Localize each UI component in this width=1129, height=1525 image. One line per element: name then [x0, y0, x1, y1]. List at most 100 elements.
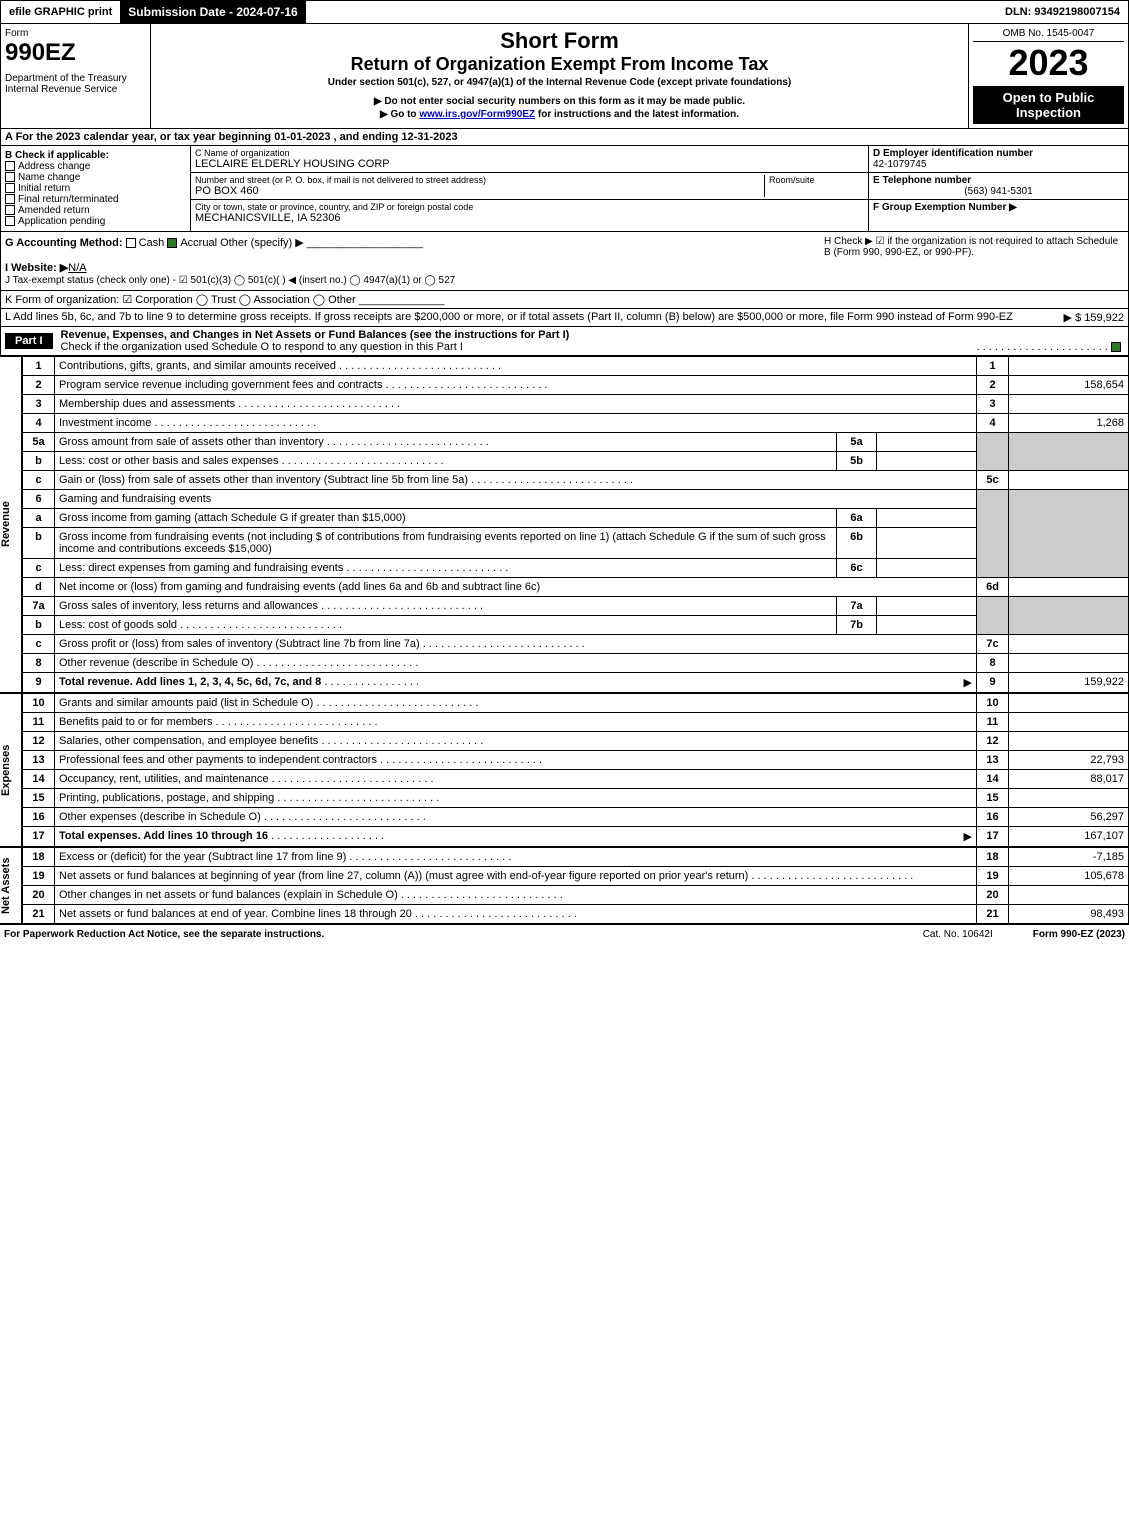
- chk-amended-return[interactable]: [5, 205, 15, 215]
- open-to-public: Open to Public Inspection: [973, 86, 1124, 124]
- line-5a-num: 5a: [23, 433, 55, 452]
- row-a-text: A For the 2023 calendar year, or tax yea…: [5, 131, 458, 143]
- line-11-ln: 11: [977, 713, 1009, 732]
- line-5ab-grey: [977, 433, 1009, 471]
- line-7a-sub: 7a: [837, 597, 877, 616]
- line-11-num: 11: [23, 713, 55, 732]
- line-19-desc: Net assets or fund balances at beginning…: [55, 867, 977, 886]
- line-6-greyval: [1009, 490, 1129, 578]
- lbl-application-pending: Application pending: [18, 216, 105, 227]
- line-13-ln: 13: [977, 751, 1009, 770]
- line-19-val: 105,678: [1009, 867, 1129, 886]
- group-exemption-label: F Group Exemption Number ▶: [873, 202, 1017, 213]
- netassets-label: Net Assets: [0, 847, 22, 924]
- line-7c-ln: 7c: [977, 635, 1009, 654]
- city-label: City or town, state or province, country…: [195, 202, 864, 212]
- line-13-num: 13: [23, 751, 55, 770]
- line-15-num: 15: [23, 789, 55, 808]
- line-8-ln: 8: [977, 654, 1009, 673]
- footer-notice: For Paperwork Reduction Act Notice, see …: [4, 929, 324, 940]
- line-6d-ln: 6d: [977, 578, 1009, 597]
- line-10-num: 10: [23, 694, 55, 713]
- line-6a-num: a: [23, 509, 55, 528]
- line-7b-num: b: [23, 616, 55, 635]
- line-6c-sub: 6c: [837, 559, 877, 578]
- revenue-section: Revenue 1Contributions, gifts, grants, a…: [0, 356, 1129, 693]
- line-5a-sub: 5a: [837, 433, 877, 452]
- chk-schedule-o[interactable]: [1111, 342, 1121, 352]
- row-l: L Add lines 5b, 6c, and 7b to line 9 to …: [0, 309, 1129, 327]
- line-5ab-greyval: [1009, 433, 1129, 471]
- line-19-ln: 19: [977, 867, 1009, 886]
- part1-heading: Revenue, Expenses, and Changes in Net As…: [61, 329, 570, 341]
- line-2-num: 2: [23, 376, 55, 395]
- lbl-address-change: Address change: [18, 161, 90, 172]
- line-20-desc: Other changes in net assets or fund bala…: [55, 886, 977, 905]
- line-7ab-grey: [977, 597, 1009, 635]
- line-6-grey: [977, 490, 1009, 578]
- line-4-num: 4: [23, 414, 55, 433]
- org-name: LECLAIRE ELDERLY HOUSING CORP: [195, 158, 864, 170]
- form-number: 990EZ: [5, 39, 146, 67]
- line-4-desc: Investment income: [55, 414, 977, 433]
- g-label: G Accounting Method:: [5, 237, 123, 249]
- revenue-table: 1Contributions, gifts, grants, and simil…: [22, 356, 1129, 693]
- chk-address-change[interactable]: [5, 161, 15, 171]
- row-k: K Form of organization: ☑ Corporation ◯ …: [0, 291, 1129, 309]
- line-16-desc: Other expenses (describe in Schedule O): [55, 808, 977, 827]
- ein-value: 42-1079745: [873, 159, 926, 170]
- line-16-ln: 16: [977, 808, 1009, 827]
- expenses-table: 10Grants and similar amounts paid (list …: [22, 693, 1129, 847]
- line-5c-num: c: [23, 471, 55, 490]
- line-7ab-greyval: [1009, 597, 1129, 635]
- line-7c-desc: Gross profit or (loss) from sales of inv…: [55, 635, 977, 654]
- line-17-desc-b: Total expenses. Add lines 10 through 16: [59, 830, 268, 842]
- netassets-section: Net Assets 18Excess or (deficit) for the…: [0, 847, 1129, 924]
- form-label: Form: [5, 28, 146, 39]
- line-12-num: 12: [23, 732, 55, 751]
- row-gh: G Accounting Method: Cash Accrual Other …: [0, 232, 1129, 291]
- line-17-val: 167,107: [1009, 827, 1129, 847]
- line-18-ln: 18: [977, 848, 1009, 867]
- chk-name-change[interactable]: [5, 172, 15, 182]
- lbl-final-return: Final return/terminated: [18, 194, 119, 205]
- line-7b-sub: 7b: [837, 616, 877, 635]
- footer-formref: Form 990-EZ (2023): [1033, 929, 1125, 940]
- line-2-val: 158,654: [1009, 376, 1129, 395]
- chk-accrual[interactable]: [167, 238, 177, 248]
- line-14-desc: Occupancy, rent, utilities, and maintena…: [55, 770, 977, 789]
- irs-link[interactable]: www.irs.gov/Form990EZ: [419, 109, 535, 120]
- lbl-amended-return: Amended return: [18, 205, 90, 216]
- chk-final-return[interactable]: [5, 194, 15, 204]
- title-return: Return of Organization Exempt From Incom…: [155, 54, 964, 75]
- line-6c-num: c: [23, 559, 55, 578]
- line-6b-subval: [877, 528, 977, 559]
- line-3-num: 3: [23, 395, 55, 414]
- line-21-val: 98,493: [1009, 905, 1129, 924]
- goto-suffix: for instructions and the latest informat…: [535, 109, 739, 120]
- addr-label: Number and street (or P. O. box, if mail…: [195, 175, 764, 185]
- part1-check-text: Check if the organization used Schedule …: [61, 341, 463, 353]
- j-text: J Tax-exempt status (check only one) - ☑…: [5, 275, 455, 286]
- line-14-val: 88,017: [1009, 770, 1129, 789]
- submission-date: Submission Date - 2024-07-16: [120, 1, 305, 23]
- cell-ein: D Employer identification number 42-1079…: [869, 146, 1128, 173]
- cell-group-exemption: F Group Exemption Number ▶: [869, 200, 1128, 215]
- arrow-icon-17: ▶: [964, 830, 972, 843]
- l-text: L Add lines 5b, 6c, and 7b to line 9 to …: [5, 311, 1054, 324]
- block-bcd: B Check if applicable: Address change Na…: [0, 146, 1129, 232]
- line-6b-desc: Gross income from fundraising events (no…: [55, 528, 837, 559]
- chk-application-pending[interactable]: [5, 216, 15, 226]
- chk-initial-return[interactable]: [5, 183, 15, 193]
- line-5b-desc: Less: cost or other basis and sales expe…: [55, 452, 837, 471]
- expenses-label: Expenses: [0, 693, 22, 847]
- line-17-num: 17: [23, 827, 55, 847]
- line-7c-num: c: [23, 635, 55, 654]
- line-6-num: 6: [23, 490, 55, 509]
- line-9-desc-b: Total revenue. Add lines 1, 2, 3, 4, 5c,…: [59, 676, 321, 688]
- l-amount: ▶ $ 159,922: [1064, 311, 1124, 324]
- chk-cash[interactable]: [126, 238, 136, 248]
- line-1-ln: 1: [977, 357, 1009, 376]
- line-6a-sub: 6a: [837, 509, 877, 528]
- col-d: D Employer identification number 42-1079…: [868, 146, 1128, 231]
